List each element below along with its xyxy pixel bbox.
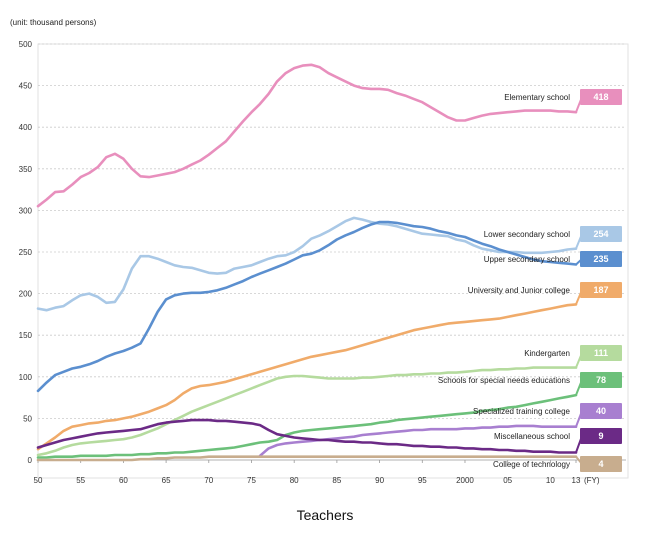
end-value-badge: [580, 456, 622, 472]
series-line-miscellaneous-school: [36, 418, 578, 454]
y-tick-label: 400: [19, 123, 33, 132]
y-tick-label: 450: [19, 82, 33, 91]
end-value-badge: [580, 345, 622, 361]
series-line-lower-secondary-school: [36, 216, 578, 312]
series-name: Elementary school: [504, 93, 570, 102]
x-axis-unit-label: (FY): [584, 476, 600, 485]
end-value-badge: [580, 226, 622, 242]
series-line-kindergarten: [36, 366, 578, 457]
series-lines: [36, 63, 578, 462]
end-value-badge: [580, 89, 622, 105]
series-name: Specialized training college: [473, 407, 571, 416]
end-value-badge: [580, 403, 622, 419]
chart-title: Teachers: [297, 507, 354, 523]
y-tick-label: 300: [19, 206, 33, 215]
x-tick-label: 13: [572, 476, 581, 485]
series-line-schools-for-special-needs-educations: [36, 393, 578, 459]
series-name: Schools for special needs educations: [438, 376, 570, 385]
x-tick-label: 95: [418, 476, 427, 485]
y-tick-label: 100: [19, 373, 33, 382]
end-value: 187: [593, 285, 608, 295]
x-tick-label: 90: [375, 476, 384, 485]
x-tick-label: 60: [119, 476, 128, 485]
y-tick-label: 350: [19, 165, 33, 174]
end-value-badge: [580, 282, 622, 298]
x-tick-label: 05: [503, 476, 512, 485]
series-line-upper-secondary-school: [36, 220, 578, 393]
series-name: Lower secondary school: [484, 230, 570, 239]
series-name: University and Junior college: [468, 286, 571, 295]
end-value: 78: [596, 375, 606, 385]
x-tick-label: 50: [34, 476, 43, 485]
y-tick-label: 500: [19, 40, 33, 49]
end-value-badge: [580, 251, 622, 267]
x-tick-label: 80: [290, 476, 299, 485]
end-value: 9: [598, 431, 603, 441]
series-line-university-and-junior-college: [36, 303, 578, 451]
y-tick-label: 0: [28, 456, 33, 465]
unit-label: (unit: thousand persons): [10, 18, 97, 27]
end-value: 111: [594, 348, 608, 358]
x-tick-label: 2000: [456, 476, 474, 485]
y-tick-label: 250: [19, 248, 33, 257]
x-axis-ticks: 50 55 60 65 70 75 80 85 90 95 2000 05 10 13 (FY): [34, 460, 600, 485]
series-name: Kindergarten: [524, 349, 570, 358]
series-labels: 418 Elementary school 254 Lower secondary s…: [438, 89, 622, 472]
x-tick-label: 75: [247, 476, 256, 485]
series-line-specialized-training-college: [258, 424, 578, 458]
series-line-elementary-school: [36, 63, 578, 208]
y-tick-label: 200: [19, 290, 33, 299]
end-value: 4: [598, 459, 603, 469]
end-value: 418: [593, 92, 608, 102]
x-tick-label: 10: [546, 476, 555, 485]
y-axis-ticks: 0 50 100 150 200 250 300 350 400 450 500: [19, 40, 33, 465]
series-name: Upper secondary school: [484, 255, 570, 264]
y-tick-label: 150: [19, 331, 33, 340]
end-value-badge: [580, 372, 622, 388]
series-name: College of technology: [493, 460, 570, 469]
end-value: 254: [593, 229, 608, 239]
series-name: Miscellaneous school: [494, 432, 570, 441]
end-value-badge: [580, 428, 622, 444]
x-tick-label: 65: [162, 476, 171, 485]
end-value: 235: [593, 254, 608, 264]
x-tick-label: 85: [332, 476, 341, 485]
end-value: 40: [596, 406, 606, 416]
x-tick-label: 70: [204, 476, 213, 485]
x-tick-label: 55: [76, 476, 85, 485]
y-tick-label: 50: [23, 414, 32, 423]
series-line-college-of-technology: [36, 455, 578, 462]
